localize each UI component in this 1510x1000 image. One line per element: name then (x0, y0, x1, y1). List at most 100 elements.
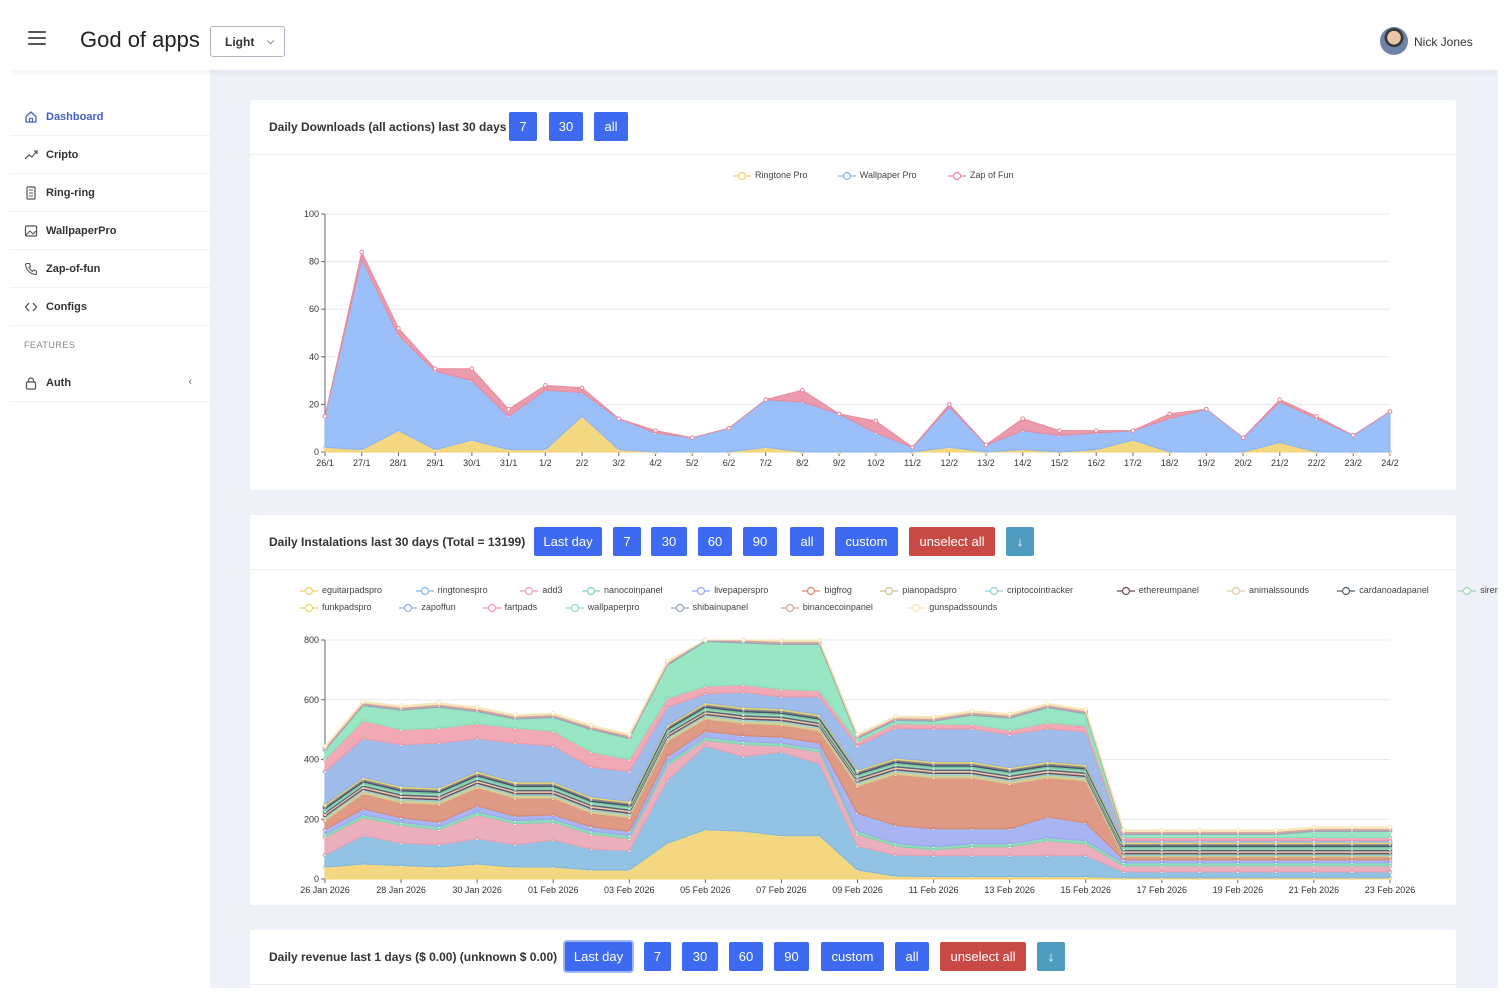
range-60-button[interactable]: 60 (729, 942, 763, 971)
download-button[interactable]: ↓ (1006, 527, 1034, 556)
data-point[interactable] (550, 710, 556, 716)
data-point[interactable] (1083, 707, 1089, 712)
range-30-button[interactable]: 30 (682, 942, 718, 971)
data-point[interactable] (873, 418, 879, 424)
data-point[interactable] (398, 703, 404, 709)
data-point[interactable] (763, 397, 768, 402)
unselect-all-button[interactable]: unselect all (909, 527, 995, 556)
data-point[interactable] (1167, 411, 1172, 417)
range-7-button[interactable]: 7 (644, 942, 671, 971)
range-60-button[interactable]: 60 (698, 527, 732, 556)
data-point[interactable] (1311, 824, 1317, 830)
data-point[interactable] (396, 325, 401, 331)
data-point[interactable] (543, 383, 548, 388)
data-point[interactable] (359, 249, 365, 255)
range-last-day-button[interactable]: Last day (534, 527, 602, 556)
data-point[interactable] (474, 704, 480, 710)
data-point[interactable] (1273, 827, 1279, 833)
data-point[interactable] (741, 637, 746, 643)
data-point[interactable] (1349, 824, 1355, 830)
data-point[interactable] (432, 366, 438, 371)
data-point[interactable] (969, 708, 974, 714)
data-point[interactable] (322, 414, 328, 419)
sidebar-item-dashboard[interactable]: Dashboard (10, 98, 210, 136)
data-point[interactable] (665, 658, 670, 664)
range-90-button[interactable]: 90 (774, 942, 809, 971)
sidebar-item-configs[interactable]: Configs (10, 288, 210, 326)
range-7-button[interactable]: 7 (509, 112, 537, 141)
data-point[interactable] (1057, 428, 1062, 433)
range-7-button[interactable]: 7 (613, 527, 641, 556)
data-point[interactable] (817, 637, 822, 643)
data-point[interactable] (910, 444, 915, 450)
sidebar-item-cripto[interactable]: Cripto (10, 136, 210, 174)
user-name[interactable]: Nick Jones (1414, 35, 1473, 49)
range-all-button[interactable]: all (790, 527, 824, 556)
data-point[interactable] (893, 713, 898, 719)
range-30-button[interactable]: 30 (549, 112, 583, 141)
y-tick-label: 100 (304, 209, 319, 219)
data-point[interactable] (626, 731, 632, 737)
data-point[interactable] (779, 637, 784, 643)
data-point[interactable] (1387, 824, 1393, 830)
data-point[interactable] (512, 712, 518, 717)
data-point[interactable] (360, 698, 366, 704)
data-point[interactable] (1240, 435, 1246, 441)
x-tick-label: 31/1 (500, 458, 518, 468)
data-point[interactable] (1045, 701, 1050, 706)
data-point[interactable] (1020, 416, 1026, 421)
range-all-button[interactable]: all (895, 942, 929, 971)
data-point[interactable] (1387, 409, 1393, 414)
sidebar-item-ring-ring[interactable]: Ring-ring (10, 174, 210, 212)
range-all-button[interactable]: all (594, 112, 628, 141)
data-point[interactable] (931, 714, 936, 720)
data-point[interactable] (322, 743, 328, 749)
data-point[interactable] (1197, 827, 1203, 833)
data-point[interactable] (588, 722, 594, 728)
menu-icon[interactable] (28, 31, 46, 45)
range-90-button[interactable]: 90 (743, 527, 777, 556)
sidebar-item-auth[interactable]: Auth ‹ (10, 364, 210, 402)
legend-marker (802, 586, 821, 596)
data-point[interactable] (836, 411, 842, 417)
data-point[interactable] (616, 416, 622, 421)
data-point[interactable] (579, 385, 585, 391)
range-custom-button[interactable]: custom (821, 942, 884, 971)
chevron-left-icon[interactable]: ‹ (188, 376, 192, 388)
data-point[interactable] (1093, 428, 1099, 433)
data-point[interactable] (1159, 827, 1165, 833)
download-button[interactable]: ↓ (1037, 942, 1065, 971)
range-30-button[interactable]: 30 (651, 527, 687, 556)
data-point[interactable] (1121, 827, 1127, 833)
data-point[interactable] (1277, 397, 1283, 402)
data-point[interactable] (800, 387, 805, 393)
data-point[interactable] (436, 700, 442, 706)
range-last-day-button[interactable]: Last day (565, 942, 632, 971)
avatar[interactable] (1380, 27, 1408, 55)
y-tick-label: 0 (314, 874, 319, 884)
range-custom-button[interactable]: custom (835, 527, 898, 556)
data-point[interactable] (1235, 827, 1241, 833)
data-point[interactable] (703, 637, 708, 643)
installs-title: Daily Instalations last 30 days (Total =… (269, 535, 526, 549)
sidebar-item-zap-of-fun[interactable]: Zap-of-fun (10, 250, 210, 288)
sidebar-item-label: Auth (46, 377, 72, 389)
data-point[interactable] (653, 428, 658, 433)
theme-select[interactable]: Light ⌵ (210, 26, 285, 57)
data-point[interactable] (726, 425, 732, 431)
legend-marker (482, 603, 501, 613)
unselect-all-button[interactable]: unselect all (940, 942, 1026, 971)
data-point[interactable] (469, 366, 475, 371)
data-point[interactable] (983, 442, 989, 448)
data-point[interactable] (506, 406, 511, 412)
data-point[interactable] (855, 731, 860, 737)
data-point[interactable] (1204, 406, 1209, 412)
data-point[interactable] (947, 402, 952, 407)
data-point[interactable] (1007, 711, 1012, 717)
data-point[interactable] (1314, 414, 1319, 419)
data-point[interactable] (689, 435, 695, 441)
sidebar-item-wallpaperpro[interactable]: WallpaperPro (10, 212, 210, 250)
data-point[interactable] (1130, 428, 1136, 433)
data-point[interactable] (1350, 433, 1356, 438)
legend-marker (837, 171, 856, 181)
